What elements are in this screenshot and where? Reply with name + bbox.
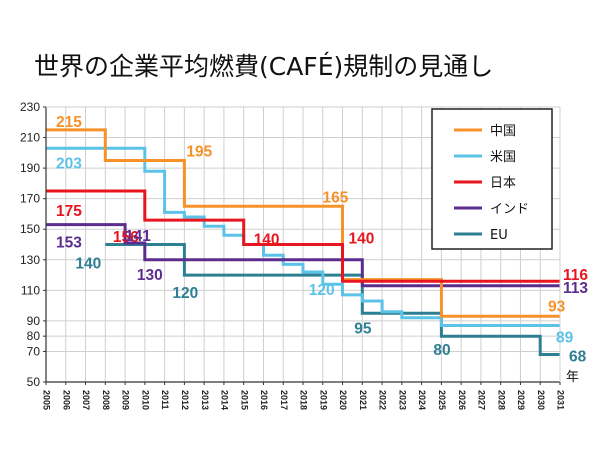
- data-label-india: 141: [125, 228, 151, 245]
- x-tick-label: 2018: [299, 390, 309, 410]
- data-label-china: 195: [186, 143, 212, 160]
- x-tick-label: 2009: [121, 390, 131, 410]
- x-tick-label: 2023: [397, 390, 407, 410]
- legend-box: [431, 108, 553, 250]
- x-tick-label: 2020: [338, 390, 348, 410]
- series-line-japan: [46, 189, 560, 283]
- data-label-japan: 156: [113, 229, 139, 246]
- data-label-eu: 140: [75, 256, 101, 273]
- data-label-eu: 80: [433, 342, 450, 359]
- chart-title: 世界の企業平均燃費(CAFÉ)規制の見通し: [34, 52, 493, 81]
- data-label-india: 153: [56, 235, 82, 252]
- x-axis-unit: 年: [566, 370, 579, 385]
- y-tick-label: 210: [20, 131, 40, 145]
- data-label-usa: 203: [56, 155, 82, 172]
- data-label-india: 130: [137, 267, 163, 284]
- y-tick-label: 230: [20, 100, 40, 114]
- x-tick-label: 2029: [516, 390, 526, 410]
- data-label-china: 93: [548, 298, 566, 315]
- series-lines: [46, 128, 560, 356]
- data-label-china: 215: [56, 114, 82, 131]
- data-labels: 215 195 165 93 203 120 89 175 156 140 140 116 153 141…: [56, 114, 588, 366]
- x-tick-label: 2017: [279, 390, 289, 410]
- series-line-china: [46, 128, 560, 318]
- x-tick-label: 2016: [259, 390, 269, 410]
- legend-label-eu: EU: [490, 228, 508, 243]
- data-label-usa: 89: [556, 329, 574, 346]
- x-tick-label: 2012: [180, 390, 190, 410]
- x-tick-label: 2019: [318, 390, 328, 410]
- x-tick-label: 2014: [220, 390, 230, 410]
- y-tick-label: 170: [20, 192, 40, 206]
- data-label-usa: 120: [309, 282, 335, 299]
- data-label-india: 113: [563, 280, 588, 297]
- x-tick-label: 2008: [101, 390, 111, 410]
- x-tick-label: 2005: [42, 390, 52, 410]
- x-tick-label: 2030: [536, 390, 546, 410]
- x-tick-label: 2025: [437, 390, 447, 410]
- y-tick-label: 190: [20, 161, 40, 175]
- legend-label-india: インド: [490, 202, 529, 217]
- x-tick-label: 2015: [239, 390, 249, 410]
- x-tick-label: 2013: [200, 390, 210, 410]
- legend-label-japan: 日本: [490, 176, 516, 191]
- data-label-eu: 120: [172, 285, 198, 302]
- data-label-japan: 140: [254, 232, 280, 249]
- x-tick-label: 2028: [496, 390, 506, 410]
- y-tick-label: 80: [27, 329, 41, 343]
- data-label-eu: 68: [569, 349, 587, 366]
- x-tick-label: 2024: [417, 390, 427, 410]
- x-tick-label: 2021: [358, 390, 368, 410]
- data-label-japan: 175: [56, 203, 82, 220]
- y-tick-label: 70: [27, 344, 41, 358]
- x-tick-label: 2011: [160, 390, 170, 410]
- y-tick-label: 90: [27, 314, 41, 328]
- x-tick-label: 2006: [61, 390, 71, 410]
- y-tick-label: 50: [27, 375, 41, 389]
- y-tick-label: 110: [21, 283, 40, 297]
- data-label-japan: 116: [563, 267, 588, 284]
- x-tick-label: 2010: [140, 390, 150, 410]
- x-tick-label: 2007: [81, 390, 91, 410]
- y-tick-label: 150: [20, 222, 40, 236]
- data-label-japan: 140: [349, 231, 375, 248]
- data-label-china: 165: [323, 189, 349, 206]
- y-tick-label: 130: [20, 253, 40, 267]
- x-tick-label: 2026: [457, 390, 467, 410]
- x-tick-label: 2022: [378, 390, 388, 410]
- data-label-eu: 95: [354, 320, 372, 337]
- x-tick-label: 2027: [477, 390, 487, 410]
- legend-label-usa: 米国: [490, 150, 516, 165]
- x-tick-label: 2031: [556, 390, 566, 410]
- legend-label-china: 中国: [490, 124, 516, 139]
